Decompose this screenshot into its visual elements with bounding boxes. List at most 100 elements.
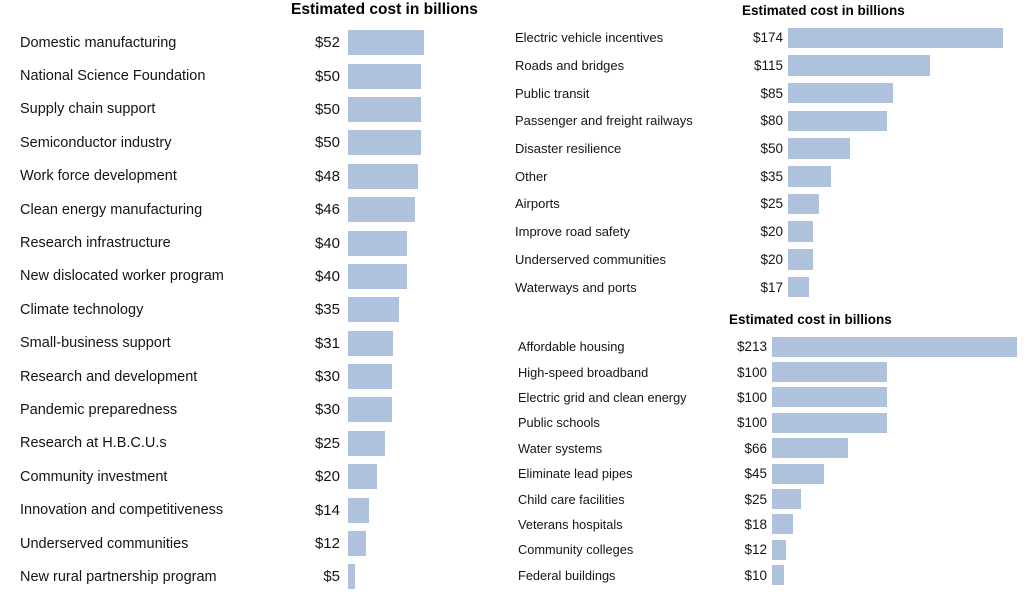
category-label: Public schools [518,415,600,431]
bar [772,565,784,586]
bar [348,364,392,390]
bar-row: Research at H.B.C.U.s $25 [20,427,424,460]
chart-panel-left: Domestic manufacturing $52 National Scienc… [20,26,424,594]
category-label: Domestic manufacturing [20,34,177,51]
category-label: Passenger and freight railways [515,113,693,129]
bar [788,110,887,132]
bar [348,30,424,56]
bar-row: High-speed broadband $100 [518,359,1017,384]
category-label: Affordable housing [518,339,625,355]
category-label: Improve road safety [515,224,630,240]
bar-row: Small-business support $31 [20,327,424,360]
value-label: $115 [753,58,783,74]
bar [788,55,931,76]
bar [348,163,419,189]
value-label: $31 [314,334,340,352]
category-label: Veterans hospitals [518,516,623,532]
value-label: $14 [314,501,340,519]
bar [788,82,893,104]
bar-row: Semiconductor industry $50 [20,126,424,159]
category-label: Underserved communities [515,251,667,267]
bar [772,438,848,459]
value-label: $30 [314,401,340,419]
chart-panel-right-bottom: Affordable housing $213 High-speed broadba… [518,334,1017,588]
category-label: Semiconductor industry [20,134,172,151]
bar [788,27,1003,49]
bar [772,463,824,484]
value-label: $5 [323,568,340,586]
value-label: $12 [744,542,767,558]
value-label: $20 [314,468,340,486]
chart-panel-right-top: Electric vehicle incentives $174 Roads and… [515,24,1003,301]
value-label: $40 [314,234,340,252]
category-label: High-speed broadband [518,364,649,380]
bar [772,539,786,560]
bar-row: Other $35 [515,162,1003,190]
bar [348,96,422,122]
value-label: $100 [736,415,767,431]
bar [348,397,392,423]
value-label: $46 [314,201,340,219]
bar [348,531,366,557]
value-label: $20 [760,251,783,267]
bar-row: Roads and bridges $115 [515,52,1003,80]
category-label: Other [515,168,548,184]
value-label: $25 [314,434,340,452]
category-label: Community colleges [518,542,634,558]
bar-row: Climate technology $35 [20,293,424,326]
category-label: Small-business support [20,335,171,352]
category-label: Federal buildings [518,567,616,583]
value-label: $50 [314,100,340,118]
category-label: Community investment [20,468,168,485]
bar-row: Affordable housing $213 [518,334,1017,359]
value-label: $35 [314,301,340,319]
bar [788,249,813,270]
category-label: National Science Foundation [20,68,206,85]
bar [788,138,850,159]
bar [788,166,832,187]
value-label: $17 [760,279,783,295]
bar-row: New dislocated worker program $40 [20,260,424,293]
bar [348,63,422,89]
value-label: $50 [314,67,340,85]
bar-row: Domestic manufacturing $52 [20,26,424,59]
value-label: $10 [744,567,767,583]
category-label: Climate technology [20,301,144,318]
value-label: $35 [760,168,783,184]
category-label: Eliminate lead pipes [518,466,633,482]
bar-row: Clean energy manufacturing $46 [20,193,424,226]
category-label: New rural partnership program [20,568,217,585]
category-label: Disaster resilience [515,141,622,157]
value-label: $213 [736,339,767,355]
value-label: $18 [744,516,767,532]
bar [788,193,819,215]
value-label: $80 [760,113,783,129]
bar [348,564,356,590]
category-label: Research at H.B.C.U.s [20,435,167,452]
bar [348,464,378,490]
bar-row: Community investment $20 [20,460,424,493]
bar-row: Passenger and freight railways $80 [515,107,1003,135]
category-label: Work force development [20,168,177,185]
category-label: Water systems [518,440,603,456]
value-label: $52 [314,34,340,52]
bar [772,387,887,408]
bar [348,430,385,456]
category-label: Research infrastructure [20,235,171,252]
bar [348,330,394,356]
value-label: $50 [314,134,340,152]
bar-row: Improve road safety $20 [515,218,1003,246]
category-label: Public transit [515,85,590,101]
value-label: $100 [736,389,767,405]
category-label: Child care facilities [518,491,625,507]
value-label: $174 [752,30,783,46]
bar-row: Pandemic preparedness $30 [20,393,424,426]
bar [788,276,809,298]
bar-row: Eliminate lead pipes $45 [518,461,1017,486]
value-label: $100 [736,364,767,380]
bar-row: Underserved communities $12 [20,527,424,560]
value-label: $20 [760,224,783,240]
category-label: Innovation and competitiveness [20,502,224,519]
value-label: $48 [314,167,340,185]
